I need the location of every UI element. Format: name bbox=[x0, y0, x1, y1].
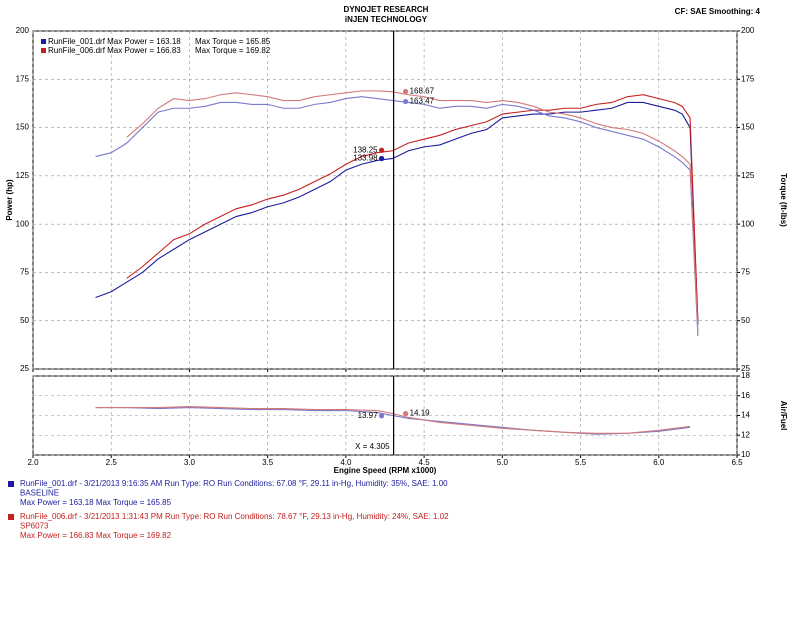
y2-tick-label: 175 bbox=[741, 74, 755, 83]
y-tick-label: 50 bbox=[20, 316, 29, 325]
y2-tick-label: 150 bbox=[741, 123, 755, 132]
cursor-value: 138.25 bbox=[353, 145, 378, 154]
y2-tick-label: 25 bbox=[741, 364, 750, 373]
x-tick-label: 6.5 bbox=[731, 458, 743, 467]
series-line bbox=[126, 94, 699, 321]
y2-axis-title: Air/Fuel bbox=[779, 401, 788, 431]
run-name: BASELINE bbox=[20, 489, 59, 498]
y-tick-label: 150 bbox=[16, 123, 30, 132]
cursor-dot bbox=[379, 413, 385, 419]
cursor-value: 168.67 bbox=[410, 87, 435, 96]
run-max: Max Power = 166.83 Max Torque = 169.82 bbox=[20, 531, 172, 540]
legend-entry: Max Torque = 165.85 bbox=[195, 37, 271, 46]
plot-area bbox=[32, 30, 738, 370]
y2-tick-label: 12 bbox=[741, 430, 750, 439]
run-line: RunFile_001.drf - 3/21/2013 9:16:35 AM R… bbox=[20, 479, 448, 488]
cursor-dot bbox=[403, 98, 409, 105]
cursor-value: 14.19 bbox=[410, 409, 431, 418]
x-tick-label: 3.5 bbox=[262, 458, 274, 467]
y2-tick-label: 14 bbox=[741, 411, 750, 420]
y-tick-label: 200 bbox=[16, 26, 30, 35]
x-tick-label: 2.5 bbox=[106, 458, 118, 467]
run-swatch bbox=[8, 514, 14, 520]
x-tick-label: 2.0 bbox=[27, 458, 39, 467]
y-tick-label: 75 bbox=[20, 268, 29, 277]
settings: CF: SAE Smoothing: 4 bbox=[675, 7, 761, 16]
legend-entry: RunFile_001.drf Max Power = 163.18 bbox=[48, 37, 181, 46]
y2-tick-label: 10 bbox=[741, 450, 750, 459]
run-swatch bbox=[8, 481, 14, 487]
y2-tick-label: 18 bbox=[741, 371, 750, 380]
x-axis-title: Engine Speed (RPM x1000) bbox=[334, 466, 437, 475]
y2-axis-title: Torque (ft-lbs) bbox=[779, 173, 788, 227]
run-line: RunFile_006.drf - 3/21/2013 1:31:43 PM R… bbox=[20, 512, 449, 521]
cursor-value: 133.98 bbox=[353, 154, 378, 163]
y-tick-label: 125 bbox=[16, 171, 30, 180]
cursor-label: X = 4.305 bbox=[355, 442, 390, 451]
series-line bbox=[95, 407, 691, 435]
y2-tick-label: 50 bbox=[741, 316, 750, 325]
y2-tick-label: 16 bbox=[741, 391, 750, 400]
cursor-dot bbox=[403, 88, 409, 95]
series-line bbox=[95, 101, 699, 325]
run-max: Max Power = 163.18 Max Torque = 165.85 bbox=[20, 498, 172, 507]
x-tick-label: 3.0 bbox=[184, 458, 196, 467]
chart-subtitle: iNJEN TECHNOLOGY bbox=[345, 15, 428, 24]
legend-entry: Max Torque = 169.82 bbox=[195, 46, 271, 55]
legend-swatch bbox=[41, 48, 46, 53]
y2-tick-label: 125 bbox=[741, 171, 755, 180]
legend-entry: RunFile_006.drf Max Power = 166.83 bbox=[48, 46, 181, 55]
series-line bbox=[95, 406, 691, 434]
y-tick-label: 175 bbox=[16, 74, 30, 83]
cursor-dot bbox=[379, 147, 385, 153]
cursor-value: 163.47 bbox=[410, 97, 435, 106]
cursor-dot bbox=[379, 155, 385, 162]
y2-tick-label: 100 bbox=[741, 219, 755, 228]
run-name: SP6073 bbox=[20, 522, 49, 531]
y-tick-label: 25 bbox=[20, 364, 29, 373]
cursor-dot bbox=[403, 411, 409, 417]
legend-swatch bbox=[41, 39, 46, 44]
x-tick-label: 5.5 bbox=[575, 458, 587, 467]
x-tick-label: 4.5 bbox=[419, 458, 431, 467]
cursor-value: 13.97 bbox=[358, 411, 379, 420]
y-axis-title: Power (hp) bbox=[5, 179, 14, 221]
chart-title: DYNOJET RESEARCH bbox=[344, 5, 429, 14]
y2-tick-label: 200 bbox=[741, 26, 755, 35]
x-tick-label: 5.0 bbox=[497, 458, 509, 467]
y2-tick-label: 75 bbox=[741, 268, 750, 277]
series-line bbox=[126, 90, 699, 333]
x-tick-label: 4.0 bbox=[340, 458, 352, 467]
series-line bbox=[95, 96, 699, 337]
y-tick-label: 100 bbox=[16, 219, 30, 228]
x-tick-label: 6.0 bbox=[653, 458, 665, 467]
